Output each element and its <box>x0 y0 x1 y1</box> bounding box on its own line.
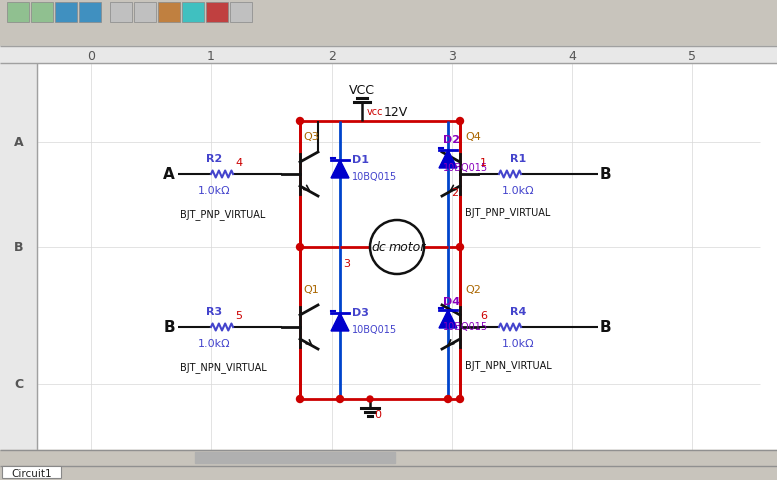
Text: 0: 0 <box>374 409 381 419</box>
Text: 5: 5 <box>235 311 242 320</box>
Text: BJT_PNP_VIRTUAL: BJT_PNP_VIRTUAL <box>465 207 550 218</box>
Text: D2: D2 <box>443 135 460 144</box>
Text: 5: 5 <box>688 49 696 62</box>
Text: 4: 4 <box>568 49 576 62</box>
Polygon shape <box>439 311 457 328</box>
Polygon shape <box>439 151 457 168</box>
Text: Circuit1: Circuit1 <box>12 468 52 478</box>
Text: 1.0kΩ: 1.0kΩ <box>502 186 535 195</box>
Bar <box>0 0 777 47</box>
Text: R1: R1 <box>510 154 526 164</box>
Text: 1.0kΩ: 1.0kΩ <box>197 186 230 195</box>
Text: 2: 2 <box>328 49 336 62</box>
Bar <box>182 3 204 23</box>
Circle shape <box>444 396 451 403</box>
Text: B: B <box>163 320 175 335</box>
Circle shape <box>297 244 304 251</box>
Text: 10BQ015: 10BQ015 <box>443 321 488 331</box>
Bar <box>31 3 53 23</box>
Text: D3: D3 <box>352 307 369 317</box>
Text: D4: D4 <box>443 296 460 306</box>
Text: B: B <box>14 241 24 254</box>
Text: 1.0kΩ: 1.0kΩ <box>502 338 535 348</box>
Bar <box>7 3 29 23</box>
Text: Q2: Q2 <box>465 285 481 294</box>
Text: B: B <box>600 167 611 182</box>
Text: motor: motor <box>388 241 426 254</box>
Text: B: B <box>600 320 611 335</box>
Text: 10BQ015: 10BQ015 <box>443 163 488 173</box>
Text: Q4: Q4 <box>465 132 481 142</box>
Text: 1: 1 <box>207 49 215 62</box>
Text: A: A <box>163 167 175 182</box>
Bar <box>206 3 228 23</box>
Bar <box>79 3 101 23</box>
Bar <box>195 452 395 463</box>
Bar <box>134 3 156 23</box>
Text: C: C <box>15 378 23 391</box>
Bar <box>55 3 77 23</box>
Bar <box>37 64 777 450</box>
Bar <box>110 3 132 23</box>
Text: 10BQ015: 10BQ015 <box>352 324 397 334</box>
Text: 6: 6 <box>480 311 487 320</box>
Text: BJT_PNP_VIRTUAL: BJT_PNP_VIRTUAL <box>180 209 266 220</box>
Circle shape <box>297 118 304 125</box>
Bar <box>158 3 180 23</box>
Text: R2: R2 <box>206 154 222 164</box>
Text: A: A <box>14 136 24 149</box>
Circle shape <box>297 396 304 403</box>
Text: vcc: vcc <box>367 107 384 117</box>
Text: 3: 3 <box>343 258 350 268</box>
Text: 0: 0 <box>87 49 95 62</box>
Text: 10BQ015: 10BQ015 <box>352 172 397 181</box>
Text: Q3: Q3 <box>303 132 319 142</box>
Circle shape <box>336 396 343 403</box>
Text: R3: R3 <box>206 306 222 316</box>
Circle shape <box>457 396 464 403</box>
Text: Q1: Q1 <box>303 285 319 294</box>
Text: 1.0kΩ: 1.0kΩ <box>197 338 230 348</box>
Bar <box>230 3 252 23</box>
Polygon shape <box>331 161 349 179</box>
Bar <box>0 450 777 466</box>
Text: BJT_NPN_VIRTUAL: BJT_NPN_VIRTUAL <box>465 360 552 371</box>
Polygon shape <box>331 313 349 331</box>
Text: R4: R4 <box>510 306 526 316</box>
Text: dc: dc <box>371 241 386 254</box>
Circle shape <box>457 118 464 125</box>
Circle shape <box>367 396 373 402</box>
Text: 3: 3 <box>448 49 456 62</box>
Text: 4: 4 <box>235 157 242 168</box>
Text: BJT_NPN_VIRTUAL: BJT_NPN_VIRTUAL <box>180 362 267 372</box>
Bar <box>0 466 777 480</box>
FancyBboxPatch shape <box>2 467 61 479</box>
Circle shape <box>457 244 464 251</box>
Text: 1: 1 <box>480 157 487 168</box>
Text: D1: D1 <box>352 155 369 165</box>
Text: 12V: 12V <box>384 105 408 118</box>
Bar <box>0 47 777 64</box>
Text: 2: 2 <box>451 188 458 198</box>
Text: VCC: VCC <box>349 84 375 97</box>
Bar <box>0 64 37 450</box>
